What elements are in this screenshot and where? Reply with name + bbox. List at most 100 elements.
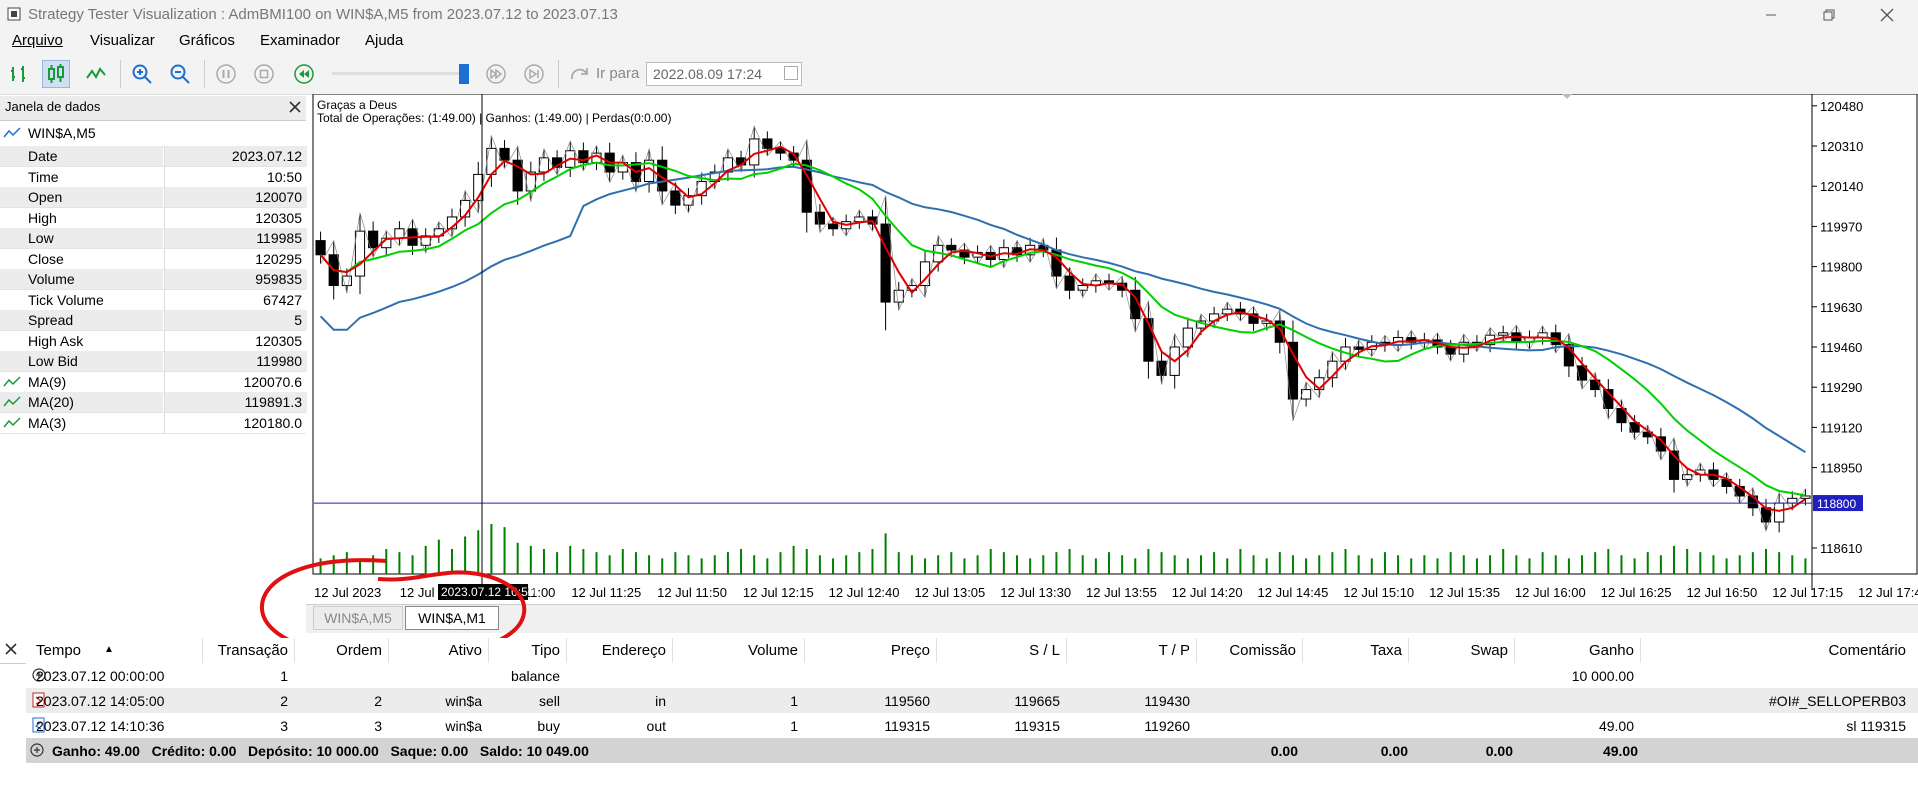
column-header-comissao[interactable]: Comissão: [1229, 642, 1296, 659]
balance-icon: [32, 668, 46, 682]
data-window-label: Open: [28, 189, 63, 205]
volume-bar: [1607, 549, 1610, 574]
menu-visualizar[interactable]: Visualizar: [90, 32, 155, 49]
toolbar-separator: [204, 60, 205, 88]
bear-candle: [1117, 282, 1128, 291]
bull-candle: [749, 138, 760, 166]
bear-candle: [1668, 450, 1680, 480]
volume-bar: [805, 549, 808, 574]
app-icon: [7, 7, 21, 21]
column-header-preco[interactable]: Preço: [890, 642, 930, 659]
volume-bar: [1423, 555, 1426, 574]
rewind-button[interactable]: [290, 60, 318, 88]
calendar-icon[interactable]: [784, 66, 798, 80]
data-window-row: MA(9) 120070.6: [0, 371, 307, 393]
column-header-tp[interactable]: T / P: [1158, 642, 1190, 659]
bull-candle: [683, 195, 694, 206]
fast-forward-button[interactable]: [482, 60, 510, 88]
bar-chart-button[interactable]: [5, 60, 33, 88]
data-window-value: 119985: [256, 230, 302, 246]
column-header-ativo[interactable]: Ativo: [448, 642, 482, 659]
volume-bar: [569, 545, 572, 574]
table-row[interactable]: 2023.07.12 00:00:00 1 balance 10 000.00: [26, 663, 1918, 689]
volume-bar: [1554, 555, 1557, 574]
volume-bar: [1055, 552, 1058, 574]
bear-candle: [1563, 344, 1575, 367]
minimize-button[interactable]: [1748, 0, 1794, 30]
menu-examinador[interactable]: Examinador: [260, 32, 341, 49]
stop-button[interactable]: [250, 60, 278, 88]
column-header-endereco[interactable]: Endereço: [601, 642, 666, 659]
bear-candle: [1353, 346, 1364, 350]
column-header-comentario[interactable]: Comentário: [1828, 642, 1906, 659]
cell-ganho: 10 000.00: [1571, 668, 1634, 684]
table-row[interactable]: 2023.07.12 14:10:36 3 3 win$a buy out 1 119315 1…: [26, 713, 1918, 739]
menu-arquivo[interactable]: Arquivo: [12, 32, 63, 49]
menu-graficos[interactable]: Gráficos: [179, 32, 235, 49]
zoom-out-button[interactable]: [166, 60, 194, 88]
volume-bar: [1094, 558, 1097, 574]
bull-candle: [1498, 332, 1509, 336]
x-tick-label: 12 Jul 16:25: [1601, 585, 1672, 600]
candlestick-button[interactable]: [42, 60, 70, 88]
data-window-symbol: WIN$A,M5: [28, 125, 96, 141]
skip-to-end-button[interactable]: [520, 60, 548, 88]
indicator-icon: [3, 375, 21, 386]
goto-date-field[interactable]: 2022.08.09 17:24: [646, 62, 802, 86]
column-header-tipo[interactable]: Tipo: [531, 642, 560, 659]
data-window-row: Tick Volume 67427: [0, 289, 307, 311]
line-chart-button[interactable]: [82, 60, 110, 88]
bear-candle: [1248, 313, 1259, 324]
bear-candle: [1156, 360, 1167, 376]
volume-bar: [424, 545, 427, 574]
pause-button[interactable]: [212, 60, 240, 88]
price-chart[interactable]: 118800 120480 120310 120140 119970 119800 1196…: [312, 94, 1918, 604]
tab-win-m1[interactable]: WIN$A,M1: [405, 606, 499, 630]
column-header-sl[interactable]: S / L: [1029, 642, 1060, 659]
cell-ativo: win$a: [445, 693, 482, 709]
speed-slider-track[interactable]: [332, 72, 468, 75]
data-window-row: Time 10:50: [0, 166, 307, 188]
column-header-ordem[interactable]: Ordem: [336, 642, 382, 659]
volume-bar: [1199, 555, 1202, 574]
x-tick-label: 12 Jul 11:25: [571, 585, 641, 600]
pause-icon: [216, 64, 236, 84]
cell-sl: 119665: [1014, 693, 1060, 709]
volume-bar: [1318, 555, 1321, 574]
close-window-button[interactable]: [1864, 0, 1910, 30]
volume-bar: [766, 558, 769, 574]
volume-bar: [358, 558, 361, 574]
column-header-volume[interactable]: Volume: [747, 642, 798, 659]
volume-bar: [832, 558, 835, 574]
column-header-swap[interactable]: Swap: [1470, 642, 1508, 659]
volume-bar: [621, 549, 624, 574]
volume-bar: [976, 555, 979, 574]
speed-slider-thumb[interactable]: [458, 64, 469, 84]
volume-bar: [1186, 558, 1189, 574]
column-header-taxa[interactable]: Taxa: [1370, 642, 1402, 659]
bear-candle: [1655, 436, 1666, 452]
zoom-in-button[interactable]: [128, 60, 156, 88]
volume-bar: [884, 533, 887, 574]
close-icon[interactable]: [4, 642, 18, 656]
bull-candle: [893, 289, 904, 303]
data-window-value: 120070.6: [243, 373, 302, 390]
menu-ajuda[interactable]: Ajuda: [365, 32, 404, 49]
column-header-ganho[interactable]: Ganho: [1588, 642, 1634, 659]
tab-win-m5[interactable]: WIN$A,M5: [313, 606, 403, 630]
plus-circle-icon: [30, 743, 44, 757]
table-row[interactable]: 2023.07.12 14:05:00 2 2 win$a sell in 1 119560 1…: [26, 688, 1918, 714]
column-header-tempo[interactable]: Tempo: [36, 642, 82, 659]
cell-ganho: 49.00: [1598, 718, 1634, 734]
volume-bar: [1134, 558, 1137, 574]
summary-comissao: 0.00: [1270, 743, 1298, 759]
goto-button[interactable]: [566, 60, 594, 88]
bear-candle: [512, 159, 523, 192]
volume-bar: [687, 555, 690, 574]
volume-bar: [1173, 555, 1176, 574]
column-header-transacao[interactable]: Transação: [217, 642, 288, 659]
minimize-icon: [1766, 14, 1776, 16]
close-icon[interactable]: [289, 101, 301, 113]
maximize-button[interactable]: [1806, 0, 1852, 30]
data-window-label: Date: [28, 148, 58, 164]
